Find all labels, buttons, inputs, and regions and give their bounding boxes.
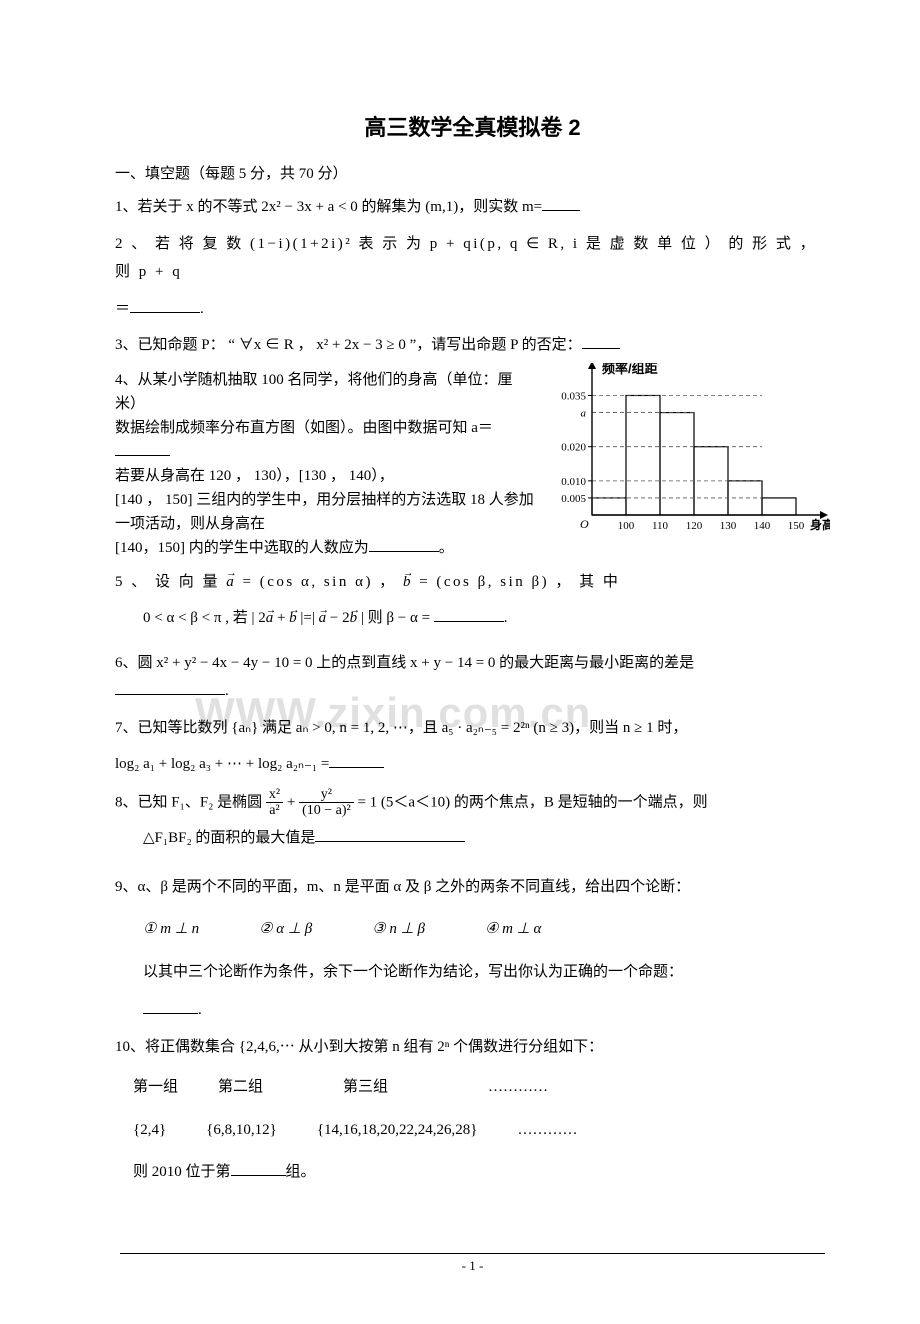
q5-l2a: 0 < α < β < π , 若 | 2 xyxy=(143,610,266,626)
question-5-line2: 0 < α < β < π , 若 | 2a + b |=| a − 2b | … xyxy=(143,604,830,633)
footer-rule xyxy=(120,1253,825,1254)
vector-b-icon-3: b xyxy=(350,610,358,626)
vector-a-icon: a xyxy=(226,574,236,590)
q5-l1c: = (cos β, sin β) ， 其 中 xyxy=(413,574,620,590)
q10-l4-wrap: 则 2010 位于第 组。 xyxy=(133,1158,830,1187)
q7-l2-wrap: log₂ a₁ + log₂ a₃ + ⋯ + log₂ a₂ₙ₋₁ = xyxy=(115,750,830,779)
q2-eq: ＝ xyxy=(115,301,130,317)
q10-groups: {2,4} {6,8,10,12} {14,16,18,20,22,24,26,… xyxy=(133,1116,830,1145)
q4-l5: 一项活动，则从身高在 xyxy=(115,512,830,536)
q4-l2: 数据绘制成频率分布直方图（如图）。由图中数据可知 a＝ xyxy=(115,420,493,436)
q8-l2: △F₁BF₂ 的面积的最大值是 xyxy=(143,830,315,846)
vector-b-icon: b xyxy=(403,574,413,590)
page-title: 高三数学全真模拟卷 2 xyxy=(115,110,830,142)
question-6: 6、圆 x² + y² − 4x − 4y − 10 = 0 上的点到直线 x … xyxy=(115,649,830,706)
q7-blank xyxy=(329,753,384,768)
question-7: 7、已知等比数列 {aₙ} 满足 aₙ > 0, n = 1, 2, ⋯，且 a… xyxy=(115,714,830,779)
q4-l3: 若要从身高在 120 ， 130），[130 ， 140）， xyxy=(115,464,830,488)
page-number: - 1 - xyxy=(462,1258,484,1273)
q7-l2: log₂ a₁ + log₂ a₃ + ⋯ + log₂ a₂ₙ₋₁ = xyxy=(115,756,329,772)
q6-text: 6、圆 x² + y² − 4x − 4y − 10 = 0 上的点到直线 x … xyxy=(115,655,694,671)
q10-g4: ………… xyxy=(517,1116,577,1145)
q5-l2d: − 2 xyxy=(326,610,349,626)
plus-sign: + xyxy=(287,794,299,810)
frac1-num: x² xyxy=(266,787,283,803)
section-heading: 一、填空题（每题 5 分，共 70 分） xyxy=(115,162,830,183)
q4-blank-a xyxy=(115,441,170,456)
frac2-den: (10 − a)² xyxy=(299,803,354,818)
q5-blank xyxy=(434,607,504,622)
frac1-den: a² xyxy=(266,803,283,818)
q10-l4a: 则 2010 位于第 xyxy=(133,1164,231,1180)
q10-g2: {6,8,10,12} xyxy=(206,1116,277,1145)
q1-blank xyxy=(542,196,580,211)
q5-l1a: 5 、 设 向 量 xyxy=(115,574,226,590)
q9-opt3: ③ n ⊥ β xyxy=(372,915,425,944)
q8-blank xyxy=(315,827,465,842)
q9-l1: 9、α、β 是两个不同的平面，m、n 是平面 α 及 β 之外的两条不同直线，给… xyxy=(115,873,830,902)
q2-tail: . xyxy=(200,301,204,317)
q9-l4-wrap: . xyxy=(143,996,830,1025)
fraction-2: y²(10 − a)² xyxy=(299,787,354,819)
q10-l4b: 组。 xyxy=(286,1164,316,1180)
q4-l1: 4、从某小学随机抽取 100 名同学，将他们的身高（单位：厘米） xyxy=(115,368,830,416)
question-2: 2 、 若 将 复 数 (1−i)(1+2i)² 表 示 为 p + qi(p,… xyxy=(115,230,830,287)
q5-l1b: = (cos α, sin α) ， xyxy=(236,574,396,590)
q2-blank xyxy=(130,298,200,313)
q9-opt4: ④ m ⊥ α xyxy=(485,915,541,944)
q8-pre: 8、已知 F₁、F₂ 是椭圆 xyxy=(115,794,266,810)
question-9: 9、α、β 是两个不同的平面，m、n 是平面 α 及 β 之外的两条不同直线，给… xyxy=(115,873,830,1025)
q4-l2-wrap: 数据绘制成频率分布直方图（如图）。由图中数据可知 a＝ xyxy=(115,416,830,464)
q3-blank xyxy=(582,334,620,349)
q10-g1: {2,4} xyxy=(133,1116,166,1145)
question-1: 1、若关于 x 的不等式 2x² − 3x + a < 0 的解集为 (m,1)… xyxy=(115,193,830,222)
q10-h1: 第一组 xyxy=(133,1073,178,1102)
q5-l2c: |=| xyxy=(297,610,319,626)
q4-blank-b xyxy=(369,537,439,552)
frac2-num: y² xyxy=(299,787,354,803)
q4-l6a: [140，150] 内的学生中选取的人数应为 xyxy=(115,540,369,556)
page-footer: - 1 - xyxy=(115,1247,830,1274)
q3-text: 3、已知命题 P： “ ∀x ∈ R ， x² + 2x − 3 ≥ 0 ”，请… xyxy=(115,337,582,353)
q4-l4: [140 ， 150] 三组内的学生中，用分层抽样的方法选取 18 人参加 xyxy=(115,488,830,512)
q2-text: 2 、 若 将 复 数 (1−i)(1+2i)² 表 示 为 p + qi(p,… xyxy=(115,236,817,281)
question-10: 10、将正偶数集合 {2,4,6,⋯ 从小到大按第 n 组有 2ⁿ 个偶数进行分… xyxy=(115,1033,830,1187)
vector-b-icon-2: b xyxy=(289,610,297,626)
q1-text: 1、若关于 x 的不等式 2x² − 3x + a < 0 的解集为 (m,1)… xyxy=(115,199,542,215)
q10-h3: 第三组 xyxy=(343,1073,388,1102)
q8-mid: = 1 (5＜a＜10) 的两个焦点，B 是短轴的一个端点，则 xyxy=(357,794,707,810)
q4-l6b: 。 xyxy=(439,540,454,556)
q9-opt1: ① m ⊥ n xyxy=(143,915,199,944)
question-8: 8、已知 F₁、F₂ 是椭圆 x²a² + y²(10 − a)² = 1 (5… xyxy=(115,787,830,853)
q7-l1: 7、已知等比数列 {aₙ} 满足 aₙ > 0, n = 1, 2, ⋯，且 a… xyxy=(115,714,830,743)
q10-h4: ………… xyxy=(488,1073,548,1102)
q6-blank xyxy=(115,680,225,695)
q9-l3: 以其中三个论断作为条件，余下一个论断作为结论，写出你认为正确的一个命题： xyxy=(143,958,830,987)
q10-l1: 10、将正偶数集合 {2,4,6,⋯ 从小到大按第 n 组有 2ⁿ 个偶数进行分… xyxy=(115,1033,830,1062)
q9-l4: . xyxy=(198,1002,202,1018)
q6-tail: . xyxy=(225,683,229,699)
vector-a-icon-3: a xyxy=(319,610,327,626)
q5-l2f: . xyxy=(504,610,508,626)
question-2-line2: ＝. xyxy=(115,295,830,324)
q10-headers: 第一组 第二组 第三组 ………… xyxy=(133,1073,830,1102)
fraction-1: x²a² xyxy=(266,787,283,819)
q4-l6-wrap: [140，150] 内的学生中选取的人数应为 。 xyxy=(115,536,830,560)
q10-h2: 第二组 xyxy=(218,1073,263,1102)
q10-g3: {14,16,18,20,22,24,26,28} xyxy=(317,1116,478,1145)
q10-blank xyxy=(231,1161,286,1176)
q8-l2-wrap: △F₁BF₂ 的面积的最大值是 xyxy=(143,824,830,853)
question-4: 4、从某小学随机抽取 100 名同学，将他们的身高（单位：厘米） 数据绘制成频率… xyxy=(115,368,830,560)
q9-opt2: ② α ⊥ β xyxy=(259,915,312,944)
question-3: 3、已知命题 P： “ ∀x ∈ R ， x² + 2x − 3 ≥ 0 ”，请… xyxy=(115,331,830,360)
q5-l2e: | 则 β − α = xyxy=(357,610,434,626)
vector-a-icon-2: a xyxy=(266,610,274,626)
question-5: 5 、 设 向 量 a = (cos α, sin α) ， b = (cos … xyxy=(115,568,830,597)
q9-blank xyxy=(143,999,198,1014)
q9-options: ① m ⊥ n ② α ⊥ β ③ n ⊥ β ④ m ⊥ α xyxy=(143,915,830,944)
